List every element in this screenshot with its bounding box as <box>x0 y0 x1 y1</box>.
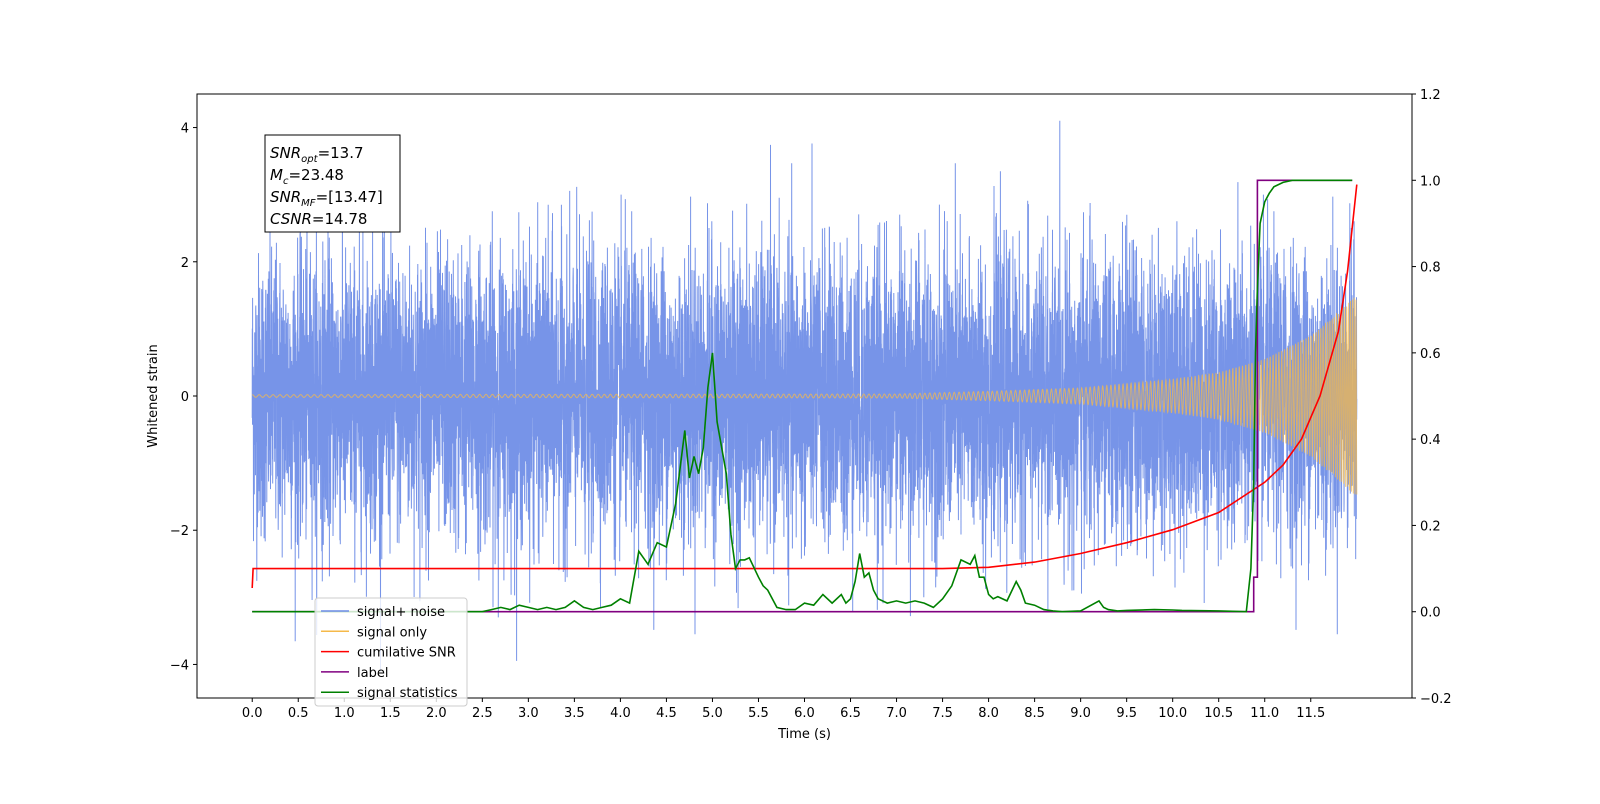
x-tick-label: 0.0 <box>242 706 263 721</box>
x-axis-label: Time (s) <box>777 727 831 742</box>
annotation-snr-opt: SNRopt=13.7 <box>270 144 364 165</box>
x-tick-label: 4.0 <box>610 706 631 721</box>
x-tick-label: 3.5 <box>564 706 585 721</box>
x-tick-label: 6.0 <box>794 706 815 721</box>
legend: signal+ noise signal only cumilative SNR… <box>314 597 468 707</box>
x-tick-label: 10.5 <box>1204 706 1233 721</box>
x-tick-label: 2.0 <box>426 706 447 721</box>
series-label <box>252 179 1353 613</box>
x-tick-label: 3.0 <box>518 706 539 721</box>
annotation-frame <box>264 134 401 233</box>
y2-tick-label: −0.2 <box>1420 692 1452 707</box>
legend-label-cumulative-snr: cumilative SNR <box>357 646 456 661</box>
x-tick-label: 5.0 <box>702 706 723 721</box>
y-axis-label: Whitened strain <box>146 344 161 447</box>
y2-tick-label: 1.2 <box>1420 88 1441 103</box>
y-tick-label: 2 <box>181 256 189 271</box>
legend-entry-signal-noise: signal+ noise <box>321 605 445 620</box>
series-signal-statistics <box>252 179 1353 613</box>
y2-tick-label: 0.2 <box>1420 519 1441 534</box>
legend-entry-signal-only: signal only <box>321 625 427 640</box>
y2-axis-ticks: −0.2 0.0 0.2 0.4 0.6 0.8 1.0 1.2 <box>1412 88 1452 707</box>
series-signal-only <box>252 297 1358 495</box>
x-tick-label: 1.0 <box>334 706 355 721</box>
x-tick-label: 6.5 <box>840 706 861 721</box>
y2-tick-label: 0.6 <box>1420 347 1441 362</box>
legend-entry-signal-statistics: signal statistics <box>321 686 458 701</box>
x-tick-label: 0.5 <box>288 706 309 721</box>
x-tick-label: 8.0 <box>978 706 999 721</box>
x-tick-label: 2.5 <box>472 706 493 721</box>
x-tick-label: 1.5 <box>380 706 401 721</box>
legend-entry-cumulative-snr: cumilative SNR <box>321 646 456 661</box>
annotation-snr-mf: SNRMF=[13.47] <box>270 188 383 209</box>
y2-tick-label: 1.0 <box>1420 174 1441 189</box>
series-layer <box>251 120 1358 672</box>
y2-tick-label: 0.0 <box>1420 606 1441 621</box>
y-axis-ticks: −4 −2 0 2 4 <box>170 122 197 673</box>
x-tick-label: 10.0 <box>1158 706 1187 721</box>
x-tick-label: 9.5 <box>1116 706 1137 721</box>
annotation-chirp-mass: Mc=23.48 <box>270 166 344 187</box>
x-tick-label: 4.5 <box>656 706 677 721</box>
y-tick-label: 4 <box>181 122 189 137</box>
legend-entry-label: label <box>321 666 388 681</box>
x-tick-label: 11.0 <box>1250 706 1279 721</box>
y-tick-label: −4 <box>170 658 189 673</box>
annotation-box: SNRopt=13.7 Mc=23.48 SNRMF=[13.47] CSNR=… <box>264 134 401 233</box>
legend-label-signal-noise: signal+ noise <box>357 605 445 620</box>
legend-label-label: label <box>357 666 388 681</box>
x-tick-label: 7.0 <box>886 706 907 721</box>
y-tick-label: 0 <box>181 390 189 405</box>
series-signal-noise <box>251 120 1358 672</box>
x-axis-ticks: 0.0 0.5 1.0 1.5 2.0 2.5 3.0 3.5 4.0 4.5 5.0 5.5 6.0 6… <box>242 698 1325 721</box>
legend-label-signal-statistics: signal statistics <box>357 686 458 701</box>
legend-label-signal-only: signal only <box>357 625 427 640</box>
legend-frame <box>314 597 468 707</box>
y2-tick-label: 0.4 <box>1420 433 1441 448</box>
x-tick-label: 8.5 <box>1024 706 1045 721</box>
x-tick-label: 5.5 <box>748 706 769 721</box>
x-tick-label: 9.0 <box>1070 706 1091 721</box>
y-tick-label: −2 <box>170 524 189 539</box>
annotation-csnr: CSNR=14.78 <box>270 210 367 228</box>
x-tick-label: 11.5 <box>1296 706 1325 721</box>
series-cumulative-snr <box>251 184 1358 589</box>
y2-tick-label: 0.8 <box>1420 261 1441 276</box>
x-tick-label: 7.5 <box>932 706 953 721</box>
